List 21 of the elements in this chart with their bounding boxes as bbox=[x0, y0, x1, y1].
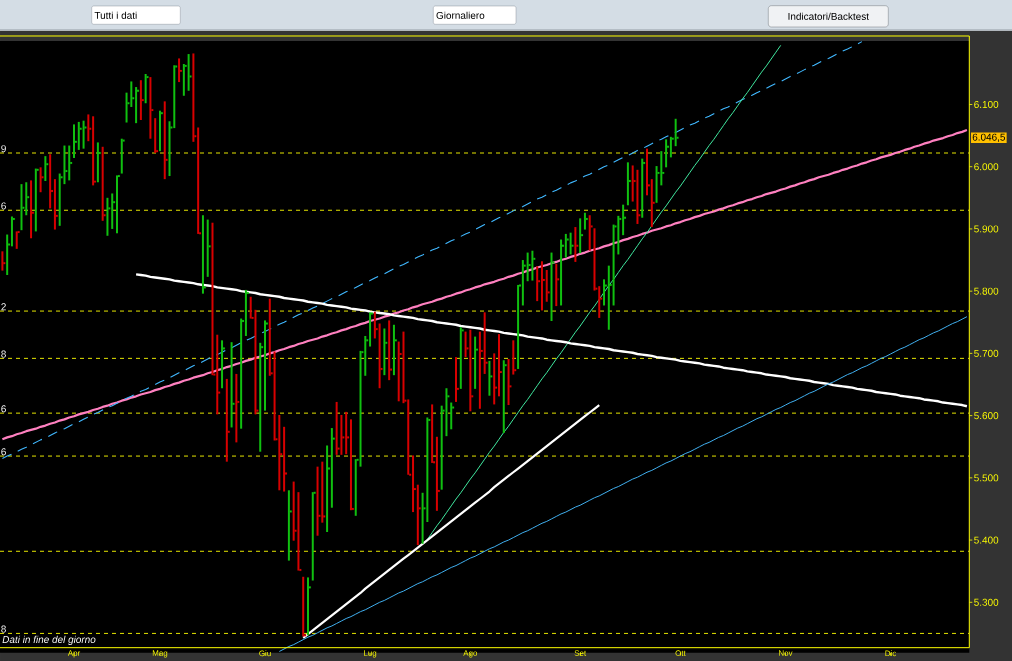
y-tick-label: 5.700 bbox=[974, 349, 999, 357]
annotation: Dati in fine del giorno bbox=[2, 635, 96, 645]
y-tick-label: 5.900 bbox=[974, 225, 999, 233]
annotation: 6 bbox=[1, 448, 6, 456]
text: 6.046,5 bbox=[972, 133, 1006, 142]
y-tick-label: 5.500 bbox=[974, 474, 999, 482]
text: Indicatori/Backtest bbox=[788, 12, 869, 20]
annotation: 6 bbox=[1, 405, 6, 413]
text: Giornaliero bbox=[436, 11, 485, 19]
y-tick-label: 6.000 bbox=[974, 163, 999, 171]
annotation: 8 bbox=[1, 350, 6, 358]
y-tick-label: 5.600 bbox=[974, 412, 999, 420]
y-tick-label: 5.300 bbox=[974, 598, 999, 606]
annotation: 2 bbox=[1, 303, 6, 311]
text: Tutti i dati bbox=[94, 11, 137, 19]
y-tick-label: 6.100 bbox=[974, 100, 999, 108]
annotation: 6 bbox=[1, 202, 6, 210]
y-tick-label: 5.800 bbox=[974, 287, 999, 295]
annotation: 8 bbox=[1, 625, 6, 633]
y-tick-label: 5.400 bbox=[974, 536, 999, 544]
annotation: 9 bbox=[1, 145, 6, 153]
